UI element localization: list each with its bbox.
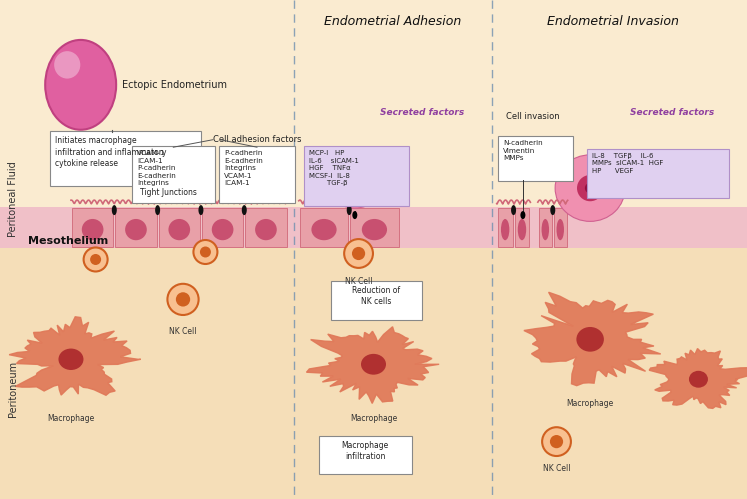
Ellipse shape [242, 205, 247, 215]
Ellipse shape [577, 175, 604, 201]
Text: Cell invasion: Cell invasion [506, 112, 560, 121]
Ellipse shape [90, 254, 101, 265]
Bar [0, 0, 747, 207]
Polygon shape [649, 348, 747, 408]
Ellipse shape [169, 219, 190, 240]
Bar [0, 207, 747, 248]
FancyBboxPatch shape [319, 436, 412, 474]
Polygon shape [524, 292, 661, 386]
Bar [0, 248, 747, 499]
Text: Macrophage
infiltration: Macrophage infiltration [341, 441, 389, 461]
Ellipse shape [167, 284, 199, 315]
Ellipse shape [577, 327, 604, 352]
Text: Ectopic Endometrium: Ectopic Endometrium [122, 80, 227, 90]
Text: MCP-I   HP
IL-6    sICAM-1
HGF    TNFα
MCSF-I  IL-8
        TGF-β: MCP-I HP IL-6 sICAM-1 HGF TNFα MCSF-I IL… [309, 150, 359, 186]
Text: Endometrial Invasion: Endometrial Invasion [547, 15, 678, 28]
Text: NK Cell: NK Cell [345, 277, 372, 286]
Text: Cell adhesion factors: Cell adhesion factors [213, 135, 301, 144]
FancyBboxPatch shape [332, 281, 421, 320]
Text: Secreted factors: Secreted factors [380, 108, 464, 117]
Polygon shape [306, 327, 439, 403]
Ellipse shape [551, 205, 555, 215]
Bar [72, 208, 114, 247]
Ellipse shape [555, 155, 625, 222]
Text: Peritoneal Fluid: Peritoneal Fluid [8, 162, 19, 238]
FancyBboxPatch shape [304, 146, 409, 206]
Text: N-cadherin
Vimentin
MMPs: N-cadherin Vimentin MMPs [503, 140, 542, 161]
Ellipse shape [45, 40, 117, 130]
Ellipse shape [82, 219, 104, 240]
Ellipse shape [176, 292, 190, 306]
Text: NK Cell: NK Cell [543, 464, 570, 473]
Bar [115, 208, 157, 247]
Ellipse shape [518, 219, 526, 240]
Text: Tight Junctions: Tight Junctions [140, 188, 196, 197]
Text: Endometrial Adhesion: Endometrial Adhesion [323, 15, 461, 28]
Text: VCAM-1
ICAM-1
P-cadherin
E-cadherin
Integrins: VCAM-1 ICAM-1 P-cadherin E-cadherin Inte… [137, 150, 176, 186]
Text: Mesothelium: Mesothelium [28, 236, 108, 246]
Text: Macrophage: Macrophage [47, 414, 95, 423]
Ellipse shape [542, 219, 549, 240]
Ellipse shape [557, 219, 564, 240]
Ellipse shape [325, 151, 385, 208]
Bar [539, 208, 552, 247]
Ellipse shape [255, 219, 276, 240]
Ellipse shape [193, 240, 217, 264]
Ellipse shape [54, 51, 81, 79]
FancyBboxPatch shape [220, 146, 294, 203]
Ellipse shape [350, 175, 359, 184]
Bar [300, 208, 348, 247]
FancyBboxPatch shape [132, 146, 214, 203]
Ellipse shape [125, 219, 146, 240]
Text: Secreted factors: Secreted factors [630, 108, 714, 117]
Ellipse shape [311, 219, 337, 240]
Ellipse shape [212, 219, 233, 240]
Ellipse shape [353, 211, 357, 219]
Ellipse shape [199, 205, 203, 215]
Ellipse shape [550, 435, 563, 448]
Ellipse shape [521, 211, 525, 219]
Text: IL-8    TGFβ    IL-6
MMPs  sICAM-1  HGF
HP      VEGF: IL-8 TGFβ IL-6 MMPs sICAM-1 HGF HP VEGF [592, 153, 663, 174]
Ellipse shape [84, 248, 108, 271]
Text: P-cadherin
E-cadherin
Integrins
VCAM-1
ICAM-1: P-cadherin E-cadherin Integrins VCAM-1 I… [224, 150, 263, 186]
Text: Macrophage: Macrophage [566, 399, 614, 408]
Ellipse shape [347, 205, 352, 215]
Bar [498, 208, 512, 247]
Ellipse shape [344, 239, 373, 268]
Ellipse shape [58, 349, 84, 370]
Text: NK Cell: NK Cell [170, 327, 196, 336]
Bar [158, 208, 200, 247]
Text: Initiates macrophage
infiltration and inflammatory
cytokine release: Initiates macrophage infiltration and in… [55, 136, 167, 168]
Ellipse shape [200, 247, 211, 257]
Ellipse shape [112, 205, 117, 215]
Ellipse shape [155, 205, 160, 215]
Text: Reduction of
NK cells: Reduction of NK cells [353, 286, 400, 306]
Polygon shape [9, 317, 140, 395]
Ellipse shape [511, 205, 516, 215]
FancyBboxPatch shape [587, 149, 729, 198]
Ellipse shape [585, 183, 595, 194]
Ellipse shape [344, 168, 366, 191]
Bar [350, 208, 399, 247]
Ellipse shape [501, 219, 509, 240]
Bar [554, 208, 567, 247]
FancyBboxPatch shape [498, 136, 573, 181]
FancyBboxPatch shape [50, 131, 201, 186]
Ellipse shape [361, 354, 386, 375]
Ellipse shape [362, 219, 387, 240]
Bar [245, 208, 287, 247]
Ellipse shape [352, 247, 365, 260]
Bar [202, 208, 244, 247]
Ellipse shape [542, 427, 571, 456]
Text: Peritoneum: Peritoneum [8, 361, 19, 417]
Ellipse shape [689, 371, 708, 388]
Bar [515, 208, 530, 247]
Text: Macrophage: Macrophage [350, 414, 397, 423]
